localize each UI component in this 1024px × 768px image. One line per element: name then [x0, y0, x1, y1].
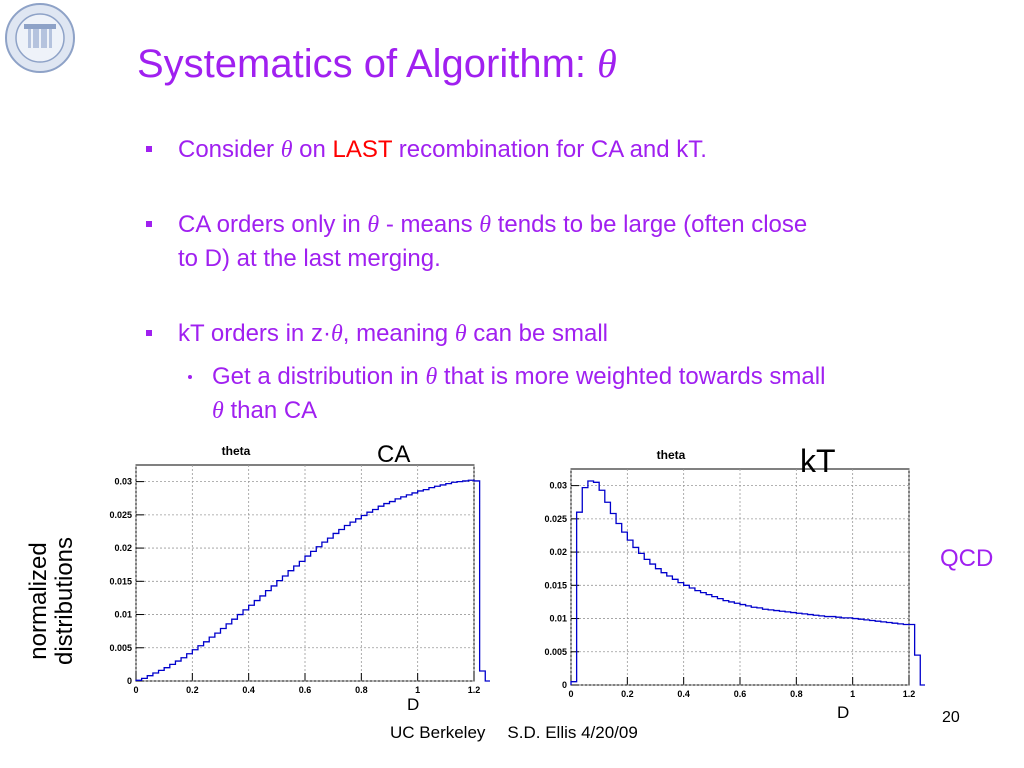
- page-number: 20: [942, 709, 960, 726]
- bullet-text: Consider: [178, 136, 281, 163]
- kt-y-tick-label: 0.01: [549, 614, 567, 624]
- kt-x-tick-label: 0.4: [677, 689, 690, 699]
- ca-y-tick-label: 0.015: [109, 576, 132, 586]
- bullet-text: kT orders in z·: [178, 320, 331, 347]
- bullet-text: than CA: [223, 397, 318, 424]
- sub-bullet-marker: [188, 375, 192, 379]
- kt-bin: [915, 655, 921, 685]
- ca-x-tick-label: 0.2: [186, 685, 199, 695]
- ca-x-tick-label: 1.2: [468, 685, 481, 695]
- ca-bin: [480, 671, 486, 681]
- bullet-text: - means: [379, 211, 480, 238]
- y-axis-label: normalized distributions: [22, 520, 82, 670]
- kt-x-tick-label: 1: [850, 689, 855, 699]
- ca-x-tick-label: 1: [415, 685, 420, 695]
- kt-histogram: 0 0.2 0.4 0.6 0.8 1 1.2 0 0.005 0.01 0.015 0.02 0.02…: [535, 441, 925, 704]
- bullet-marker: [146, 221, 152, 227]
- theta-symbol: θ: [280, 137, 293, 163]
- kt-histogram-svg: 0 0.2 0.4 0.6 0.8 1 1.2 0 0.005 0.01 0.015 0.02 0.02…: [544, 443, 925, 699]
- theta-symbol: θ: [367, 212, 380, 238]
- ca-bin: [474, 481, 480, 681]
- kt-x-tick-label: 0.8: [790, 689, 803, 699]
- kt-label: kT: [800, 443, 836, 479]
- ca-y-tick-label: 0.01: [114, 610, 132, 620]
- ca-title-box: [196, 439, 386, 463]
- kt-y-tick-label: 0.025: [544, 514, 567, 524]
- bullet-text: to D) at the last merging.: [178, 245, 441, 272]
- bullet-text: recombination for CA and kT.: [392, 136, 707, 163]
- bullet-text: tends to be large (often close: [491, 211, 808, 238]
- kt-chart-title: theta: [657, 448, 686, 462]
- slide-title: Systematics of Algorithm: θ: [137, 40, 617, 87]
- kt-x-tick-label: 0: [568, 689, 573, 699]
- university-seal-logo: [4, 2, 76, 74]
- ca-chart-title: theta: [222, 444, 251, 458]
- footer: UC Berkeley S.D. Ellis 4/20/09: [390, 723, 660, 743]
- ca-histogram: 0 0.2 0.4 0.6 0.8 1 1.2 0 0.005 0.01 0.015 0.02 0.02…: [100, 437, 490, 700]
- kt-x-tick-label: 0.2: [621, 689, 634, 699]
- kt-y-tick-label: 0.015: [544, 580, 567, 590]
- ylabel-line-2: distributions: [51, 536, 78, 666]
- ca-y-tick-label: 0: [127, 676, 132, 686]
- bullet-text: that is more weighted towards small: [437, 363, 826, 390]
- kt-title-box: [631, 443, 821, 467]
- ylabel-line-1: normalized: [25, 542, 52, 660]
- d-marker-left: D: [407, 695, 420, 714]
- bullet-3: kT orders in z·θ, meaning θ can be small: [146, 317, 609, 351]
- bullet-text: CA orders only in: [178, 211, 368, 238]
- kt-x-tick-label: 1.2: [903, 689, 916, 699]
- d-marker-right: D: [837, 703, 850, 722]
- footer-institution: UC Berkeley: [390, 723, 486, 742]
- theta-symbol: θ: [425, 364, 438, 390]
- kt-histogram-line: [570, 480, 925, 686]
- bullet-marker: [146, 330, 152, 336]
- bullet-text: can be small: [466, 320, 609, 347]
- ca-histogram-line: [135, 479, 490, 682]
- ca-x-tick-label: 0.4: [242, 685, 255, 695]
- kt-y-tick-label: 0.03: [549, 481, 567, 491]
- ca-x-tick-label: 0.6: [299, 685, 312, 695]
- kt-y-tick-label: 0: [562, 680, 567, 690]
- ca-histogram-svg: 0 0.2 0.4 0.6 0.8 1 1.2 0 0.005 0.01 0.015 0.02 0.02…: [109, 439, 490, 695]
- kt-y-tick-label: 0.005: [544, 647, 567, 657]
- bullet-2: CA orders only in θ - means θ tends to b…: [146, 208, 958, 275]
- ca-y-tick-label: 0.02: [114, 543, 132, 553]
- ca-x-tick-label: 0: [133, 685, 138, 695]
- theta-symbol: θ: [212, 398, 224, 424]
- ca-y-tick-label: 0.005: [109, 643, 132, 653]
- ca-x-tick-label: 0.8: [355, 685, 368, 695]
- kt-bin: [909, 625, 915, 685]
- highlight-last: LAST: [332, 136, 393, 163]
- kt-x-tick-label: 0.6: [734, 689, 747, 699]
- kt-y-tick-label: 0.02: [549, 547, 567, 557]
- ca-y-tick-label: 0.03: [114, 477, 132, 487]
- qcd-label: QCD: [940, 545, 994, 572]
- sub-bullet-1: Get a distribution in θ that is more wei…: [188, 360, 972, 428]
- theta-symbol: θ: [479, 212, 492, 238]
- footer-author-date: S.D. Ellis 4/20/09: [507, 723, 638, 742]
- theta-symbol: θ: [454, 321, 467, 347]
- ca-label: CA: [377, 441, 411, 468]
- bullet-1: Consider θ on LAST recombination for CA …: [146, 133, 707, 167]
- title-theta: θ: [597, 41, 617, 86]
- bullet-text: , meaning: [342, 320, 455, 347]
- title-text: Systematics of Algorithm:: [137, 42, 598, 86]
- bullet-text: on: [292, 136, 333, 163]
- bullet-marker: [146, 146, 152, 152]
- ca-y-tick-label: 0.025: [109, 510, 132, 520]
- bullet-text: Get a distribution in: [212, 363, 426, 390]
- theta-symbol: θ: [330, 321, 343, 347]
